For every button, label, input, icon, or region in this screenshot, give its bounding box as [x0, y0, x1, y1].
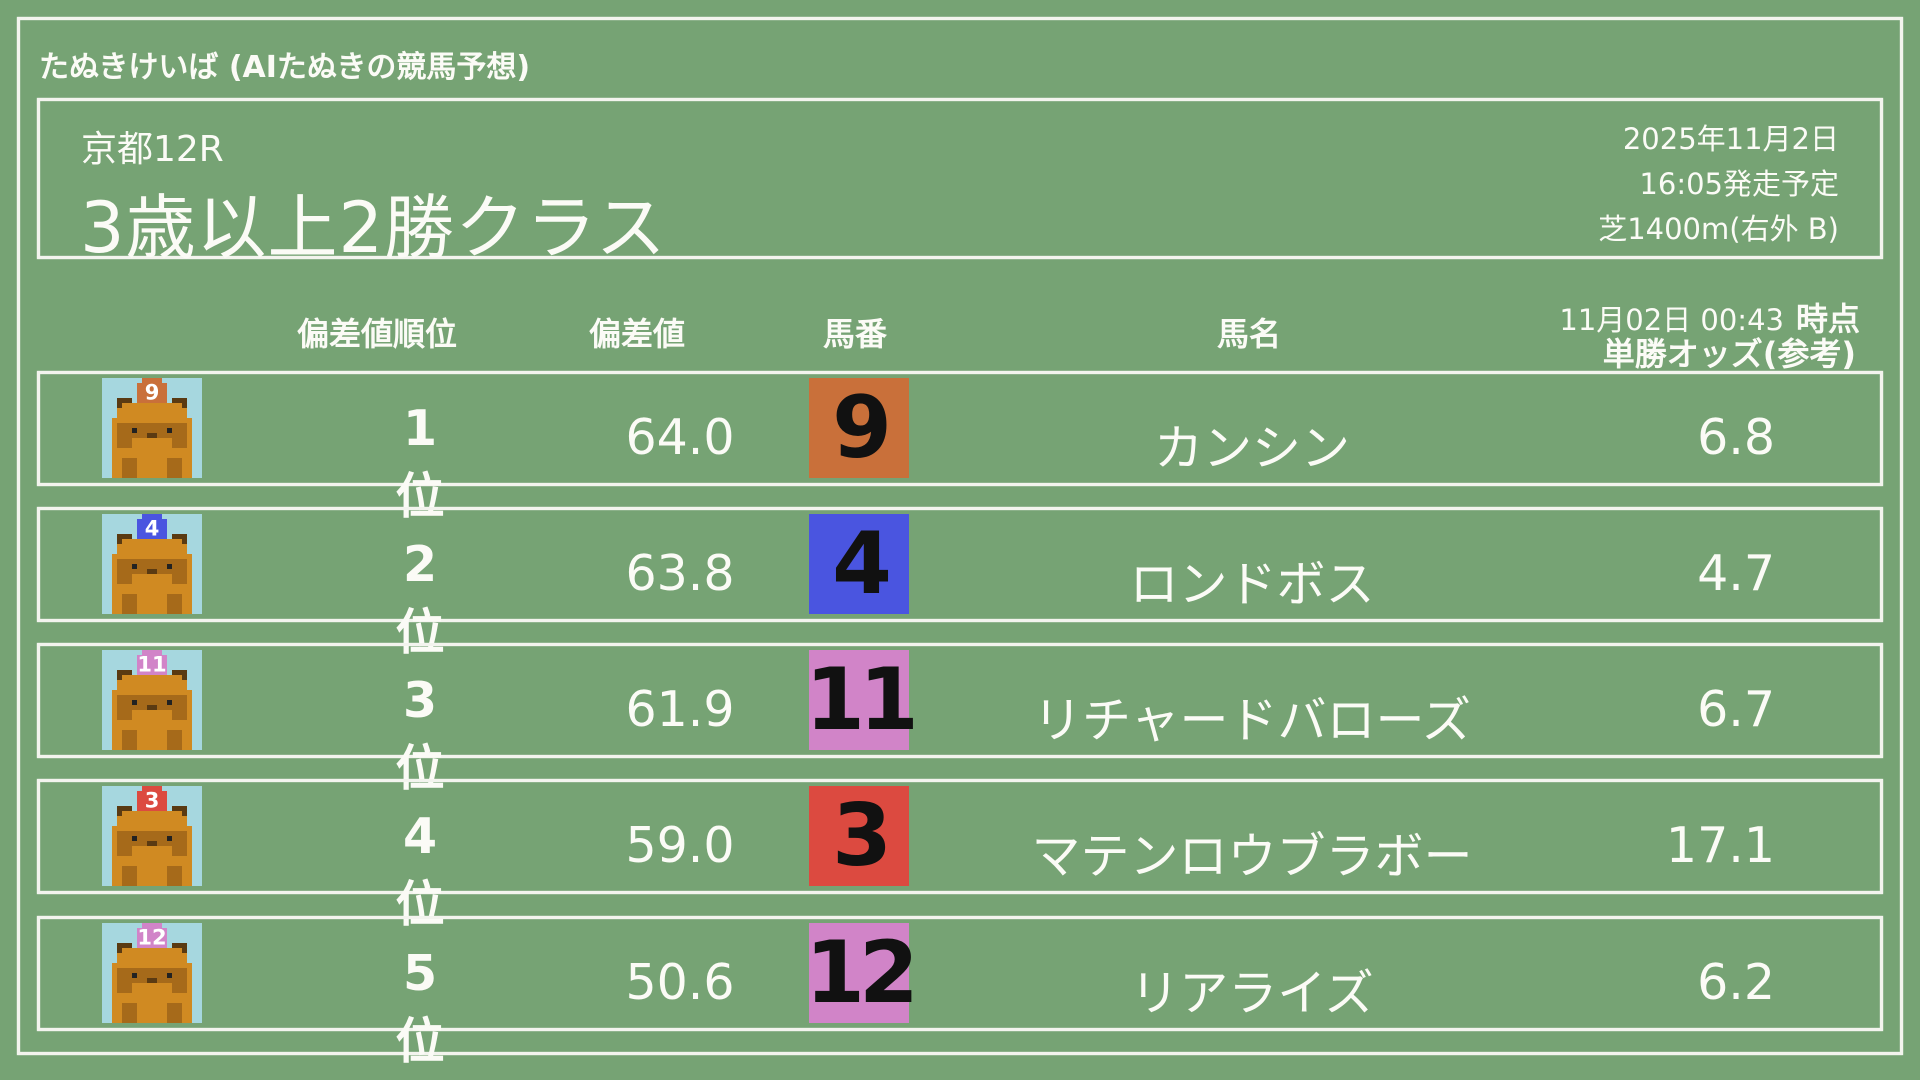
score: 61.9	[625, 681, 735, 738]
board-frame	[17, 17, 1903, 1055]
horse-name: マテンロウブラボー	[1031, 828, 1473, 885]
col-name: 馬名	[1216, 315, 1282, 353]
win-odds: 17.1	[1665, 817, 1775, 874]
rank: 5位	[395, 945, 445, 1070]
horse-number-badge: 12	[805, 923, 919, 1023]
table-row: 11 3位 61.9 11 リチャードバローズ 6.7	[37, 643, 1883, 797]
col-number: 馬番	[822, 315, 888, 353]
score: 59.0	[625, 817, 735, 874]
win-odds: 6.7	[1697, 681, 1775, 738]
table-row: 4 2位 63.8 4 ロンドボス 4.7	[37, 507, 1883, 661]
score: 64.0	[625, 409, 735, 466]
horse-number-badge: 9	[809, 378, 909, 478]
tanuki-icon: 3	[102, 786, 202, 886]
horse-name: カンシン	[1153, 420, 1350, 477]
odds-time-suffix: 時点	[1795, 300, 1860, 338]
col-score: 偏差値	[588, 315, 686, 353]
tanuki-icon: 12	[102, 923, 202, 1023]
rank: 3位	[395, 672, 445, 797]
win-odds: 6.8	[1697, 409, 1775, 466]
horse-name: リチャードバローズ	[1032, 692, 1472, 749]
odds-time: 11月02日 00:43	[1559, 303, 1784, 337]
race-header	[37, 98, 1883, 259]
win-odds: 4.7	[1697, 545, 1775, 602]
tanuki-icon: 11	[102, 650, 202, 750]
tanuki-icon: 9	[102, 378, 202, 478]
table-row: 9 1位 64.0 9 カンシン 6.8	[37, 371, 1883, 525]
rank: 1位	[395, 400, 445, 525]
col-odds: 単勝オッズ(参考)	[1602, 335, 1856, 373]
win-odds: 6.2	[1697, 954, 1775, 1011]
horse-number-badge: 4	[809, 514, 909, 614]
col-rank: 偏差値順位	[296, 315, 458, 353]
odds-timestamp: 11月02日 00:43 時点	[1559, 294, 1860, 340]
course-info: 芝1400m(右外 B)	[1598, 212, 1839, 246]
race-date: 2025年11月2日	[1622, 122, 1839, 156]
score: 63.8	[625, 545, 735, 602]
score: 50.6	[625, 954, 735, 1011]
horse-name: リアライズ	[1130, 965, 1374, 1022]
horse-number-badge: 11	[805, 650, 919, 750]
svg-text:9: 9	[145, 381, 160, 405]
svg-text:12: 12	[137, 926, 166, 950]
post-time: 16:05発走予定	[1639, 167, 1839, 201]
table-row: 12 5位 50.6 12 リアライズ 6.2	[37, 916, 1883, 1070]
horse-number-badge: 3	[809, 786, 909, 886]
svg-text:4: 4	[145, 517, 160, 541]
race-name: 3歳以上2勝クラス	[80, 187, 667, 269]
rank: 2位	[395, 536, 445, 661]
tanuki-icon: 4	[102, 514, 202, 614]
svg-text:11: 11	[137, 653, 166, 677]
site-title: たぬきけいば (AIたぬきの競馬予想)	[39, 50, 531, 85]
race-venue: 京都12R	[81, 129, 224, 170]
horse-name: ロンドボス	[1129, 556, 1375, 613]
svg-text:3: 3	[145, 789, 160, 813]
rank: 4位	[395, 808, 445, 933]
table-row: 3 4位 59.0 3 マテンロウブラボー 17.1	[37, 779, 1883, 933]
